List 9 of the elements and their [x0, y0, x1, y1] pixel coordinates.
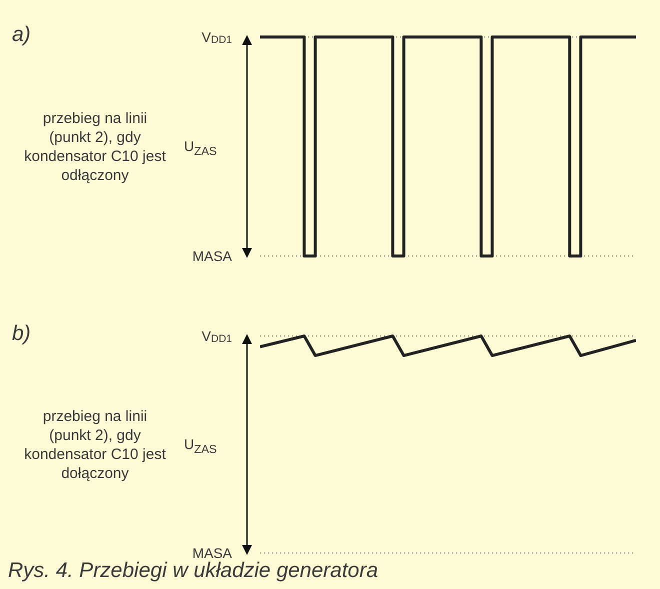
text: a): [12, 23, 31, 47]
y-axis-title: U$_{ZAS}$: [184, 436, 217, 456]
y-axis-title: U$_{ZAS}$: [184, 138, 217, 158]
ref-line-label: MASA: [192, 545, 233, 561]
text: b): [12, 322, 31, 346]
text: Rys. 4. Przebiegi w układzie generatora: [8, 559, 378, 583]
ref-line-label: MASA: [192, 248, 233, 264]
text: przebieg na linii (punkt 2), gdy kondensator C10 jest dołączony: [23, 406, 167, 482]
text: przebieg na linii (punkt 2), gdy kondensator C10 jest odłączony: [23, 108, 167, 184]
